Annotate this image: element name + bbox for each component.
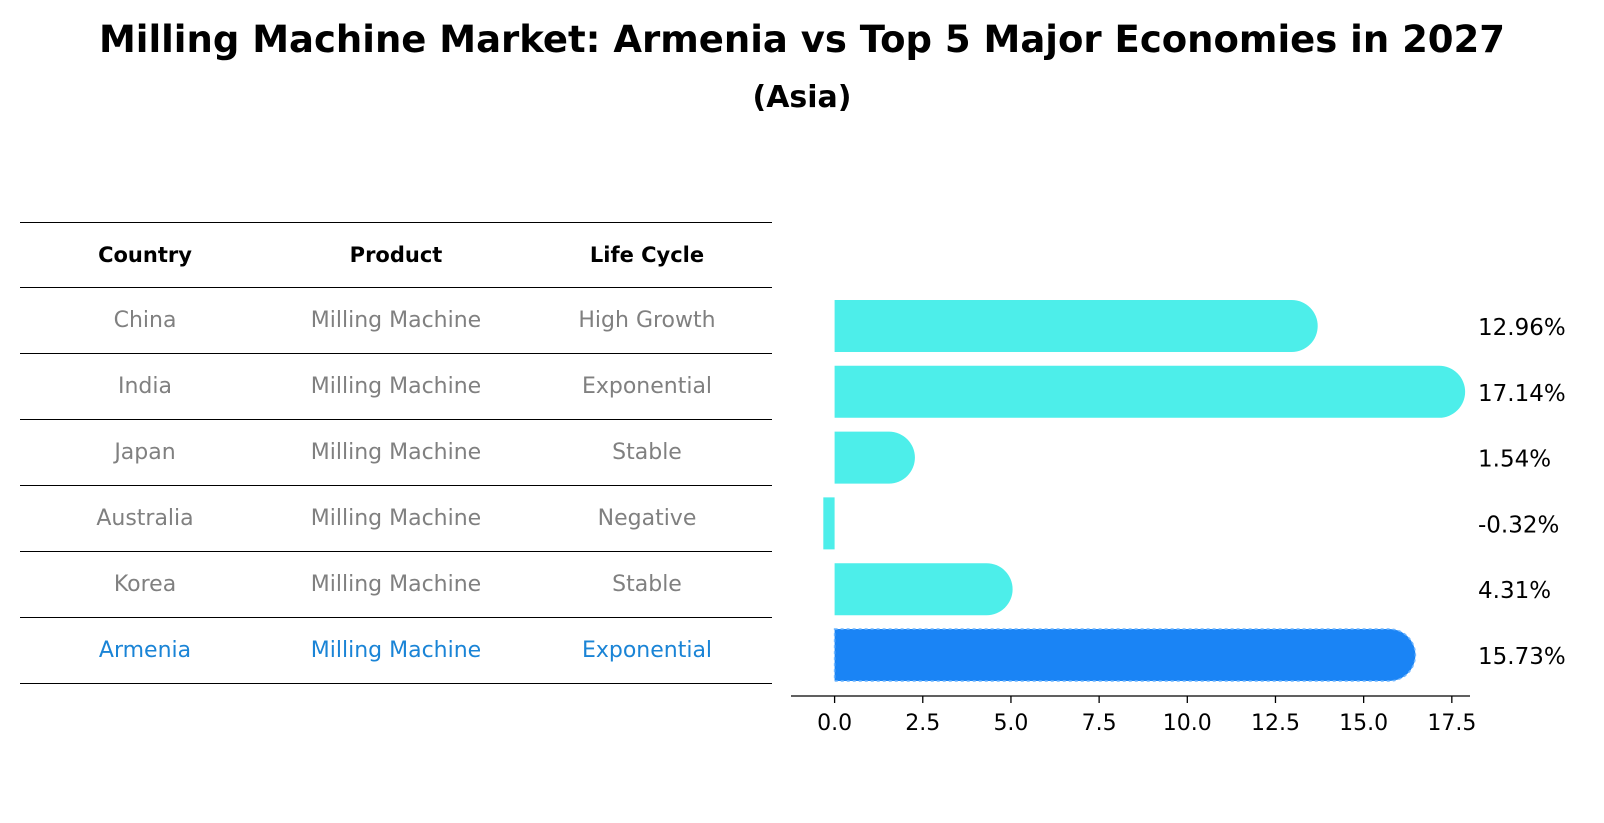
chart-title: Milling Machine Market: Armenia vs Top 5…: [98, 18, 1506, 61]
table-row: Korea Milling Machine Stable: [20, 552, 772, 618]
value-label: 1.54%: [1478, 447, 1551, 473]
value-label: 15.73%: [1478, 644, 1566, 670]
bar-armenia: [833, 628, 1417, 682]
x-tick-label: 15.0: [1339, 711, 1388, 736]
x-tick-label: 5.0: [993, 711, 1028, 736]
bar-japan: [834, 431, 915, 484]
cell-life-cycle: Negative: [597, 506, 697, 531]
cell-country: Japan: [114, 440, 176, 465]
data-table: Country Product Life Cycle China Milling…: [20, 222, 772, 684]
cell-product: Milling Machine: [310, 506, 482, 531]
x-tick-label: 17.5: [1427, 711, 1476, 736]
value-label: 4.31%: [1478, 578, 1551, 604]
cell-product: Milling Machine: [310, 308, 482, 333]
table-row-highlight: Armenia Milling Machine Exponential: [20, 618, 772, 684]
x-tick-label: 0.0: [817, 711, 852, 736]
header-product: Product: [349, 243, 443, 267]
header-country: Country: [98, 243, 192, 267]
x-tick-label: 12.5: [1251, 711, 1300, 736]
chart-subtitle: (Asia): [752, 80, 852, 115]
table-header-row: Country Product Life Cycle: [20, 222, 772, 288]
cell-country: Korea: [113, 572, 177, 597]
cell-product: Milling Machine: [310, 638, 482, 663]
cell-life-cycle: High Growth: [578, 308, 716, 333]
cell-life-cycle: Exponential: [581, 374, 713, 399]
cell-product: Milling Machine: [310, 374, 482, 399]
x-tick-label: 2.5: [905, 711, 940, 736]
x-tick-label: 7.5: [1082, 711, 1117, 736]
cell-country: Armenia: [98, 638, 192, 663]
cell-product: Milling Machine: [310, 440, 482, 465]
cell-life-cycle: Stable: [612, 572, 682, 597]
value-label: -0.32%: [1478, 512, 1559, 538]
cell-life-cycle: Stable: [612, 440, 682, 465]
bar-china: [834, 300, 1318, 352]
table-row: China Milling Machine High Growth: [20, 288, 772, 354]
cell-life-cycle: Exponential: [581, 638, 713, 663]
bar-australia: [823, 497, 835, 550]
value-label: 17.14%: [1478, 381, 1566, 407]
bar-korea: [834, 563, 1013, 616]
cell-country: India: [118, 374, 172, 399]
table-row: Japan Milling Machine Stable: [20, 420, 772, 486]
value-label: 12.96%: [1478, 315, 1566, 341]
cell-country: Australia: [96, 506, 194, 531]
bar-india: [834, 365, 1466, 418]
header-life-cycle: Life Cycle: [589, 243, 705, 267]
x-tick-label: 10.0: [1163, 711, 1212, 736]
table-row: Australia Milling Machine Negative: [20, 486, 772, 552]
table-row: India Milling Machine Exponential: [20, 354, 772, 420]
cell-country: China: [113, 308, 177, 333]
cell-product: Milling Machine: [310, 572, 482, 597]
